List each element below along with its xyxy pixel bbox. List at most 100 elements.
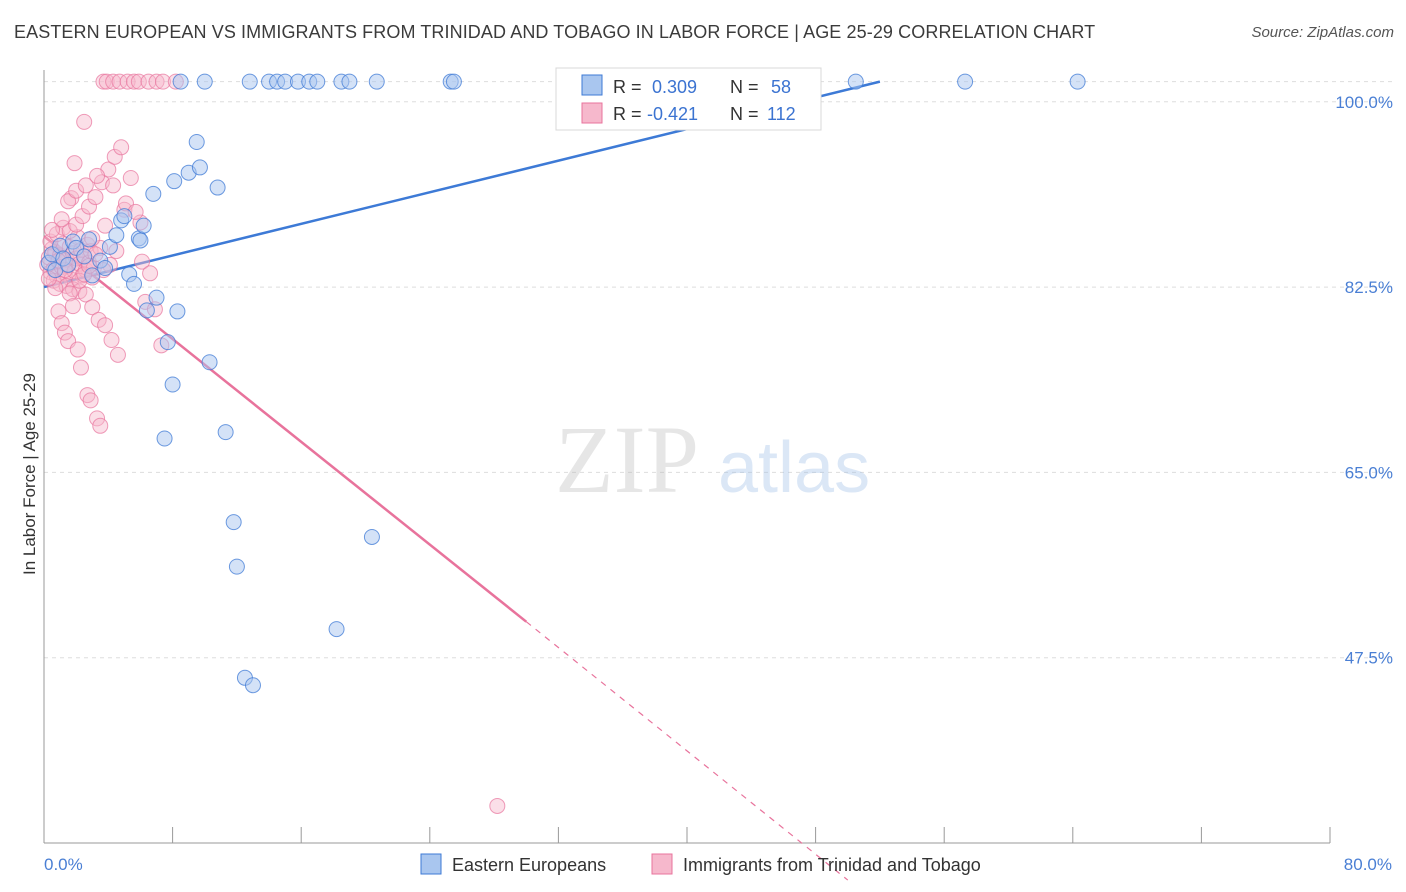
point-eastern-european-41 <box>241 73 258 90</box>
point-trinidad-63 <box>82 392 99 409</box>
point-eastern-european-14 <box>108 227 125 244</box>
point-trinidad-41 <box>77 286 94 303</box>
point-trinidad-38 <box>68 216 85 233</box>
stats-box: R = 0.309 N = 58 R = -0.421 N = 112 <box>555 67 822 131</box>
point-eastern-european-22 <box>135 217 152 234</box>
point-eastern-european-23 <box>145 185 162 202</box>
x-tick-label-0: 0.0% <box>44 855 83 874</box>
point-eastern-european-58 <box>1069 73 1086 90</box>
point-trinidad-94 <box>60 193 77 210</box>
point-trinidad-51 <box>109 346 126 363</box>
point-eastern-european-33 <box>191 159 208 176</box>
point-eastern-european-42 <box>244 677 261 694</box>
point-eastern-european-51 <box>341 73 358 90</box>
axes <box>43 70 1331 844</box>
legend-swatch-eastern-europeans <box>420 853 442 875</box>
point-trinidad-65 <box>92 417 109 434</box>
point-trinidad-106 <box>97 217 114 234</box>
point-trinidad-49 <box>103 332 120 349</box>
stats-n-label-pink: N = <box>730 104 759 124</box>
point-eastern-european-27 <box>164 376 181 393</box>
point-eastern-european-28 <box>169 303 186 320</box>
stats-n-label-blue: N = <box>730 77 759 97</box>
point-eastern-european-30 <box>172 73 189 90</box>
point-trinidad-44 <box>87 189 104 206</box>
point-eastern-european-26 <box>159 334 176 351</box>
point-trinidad-69 <box>111 73 128 90</box>
trend-line-trinidad-extrapolated <box>525 621 849 881</box>
y-tick-label-3: 100.0% <box>1335 93 1393 112</box>
point-trinidad-73 <box>140 73 157 90</box>
point-eastern-european-10 <box>84 267 101 284</box>
stats-n-value-pink: 112 <box>767 104 796 124</box>
point-trinidad-101 <box>134 253 151 270</box>
point-trinidad-67 <box>98 73 115 90</box>
stats-swatch-blue <box>581 74 603 96</box>
stats-r-value-pink: -0.421 <box>647 104 698 124</box>
watermark-atlas: atlas <box>718 428 870 508</box>
point-trinidad-90 <box>47 280 64 297</box>
point-trinidad-40 <box>74 208 91 225</box>
point-trinidad-45 <box>90 311 107 328</box>
legend-label-trinidad: Immigrants from Trinidad and Tobago <box>683 855 981 875</box>
point-trinidad-54 <box>53 315 70 332</box>
point-eastern-european-49 <box>328 621 345 638</box>
axis-ticks: 47.5% 65.0% 82.5% 100.0% 0.0% 80.0% <box>44 93 1393 874</box>
source-credit: Source: ZipAtlas.com <box>1251 24 1394 41</box>
series-trinidad-points <box>39 73 506 814</box>
point-eastern-european-29 <box>166 173 183 190</box>
point-eastern-european-20 <box>138 302 155 319</box>
point-trinidad-59 <box>69 341 86 358</box>
x-tick-label-1: 80.0% <box>1344 855 1392 874</box>
point-eastern-european-25 <box>156 430 173 447</box>
point-eastern-european-18 <box>126 275 143 292</box>
point-eastern-european-55 <box>445 73 462 90</box>
point-trinidad-102 <box>142 265 159 282</box>
point-trinidad-89 <box>61 285 78 302</box>
point-trinidad-58 <box>66 155 83 172</box>
point-trinidad-98 <box>105 177 122 194</box>
point-trinidad-43 <box>84 299 101 316</box>
point-eastern-european-39 <box>228 558 245 575</box>
watermark-zip: ZIP <box>555 406 699 513</box>
point-trinidad-61 <box>76 113 93 130</box>
point-trinidad-42 <box>81 198 98 215</box>
legend-swatch-trinidad <box>651 853 673 875</box>
chart-title: EASTERN EUROPEAN VS IMMIGRANTS FROM TRIN… <box>14 22 1096 42</box>
gridlines <box>44 81 1392 659</box>
point-eastern-european-9 <box>81 231 98 248</box>
point-eastern-european-8 <box>76 248 93 265</box>
point-trinidad-93 <box>53 211 70 228</box>
point-eastern-european-34 <box>196 73 213 90</box>
point-eastern-european-38 <box>225 514 242 531</box>
stats-r-label-pink: R = <box>613 104 642 124</box>
legend-label-eastern-europeans: Eastern Europeans <box>452 855 606 875</box>
point-trinidad-55 <box>56 324 73 341</box>
point-trinidad-75 <box>154 73 171 90</box>
point-trinidad-95 <box>68 182 85 199</box>
trend-line-trinidad <box>43 235 528 623</box>
point-eastern-european-32 <box>188 134 205 151</box>
point-trinidad-110 <box>489 797 506 814</box>
y-tick-label-1: 65.0% <box>1345 463 1393 482</box>
point-trinidad-74 <box>148 73 165 90</box>
watermark: ZIP atlas <box>555 406 870 513</box>
point-eastern-european-12 <box>97 260 114 277</box>
point-trinidad-70 <box>119 73 136 90</box>
point-eastern-european-57 <box>957 73 974 90</box>
stats-n-value-blue: 58 <box>771 77 791 97</box>
stats-r-label-blue: R = <box>613 77 642 97</box>
y-tick-label-2: 82.5% <box>1345 278 1393 297</box>
stats-swatch-pink <box>581 102 603 124</box>
y-axis-label: In Labor Force | Age 25-29 <box>20 373 39 575</box>
point-trinidad-92 <box>44 221 61 238</box>
y-tick-label-0: 47.5% <box>1345 649 1393 668</box>
point-eastern-european-37 <box>217 424 234 441</box>
point-eastern-european-36 <box>209 179 226 196</box>
point-eastern-european-21 <box>132 232 149 249</box>
point-eastern-european-5 <box>60 256 77 273</box>
point-trinidad-78 <box>122 170 139 187</box>
point-eastern-european-48 <box>309 73 326 90</box>
series-eastern-european-points <box>40 73 1086 694</box>
